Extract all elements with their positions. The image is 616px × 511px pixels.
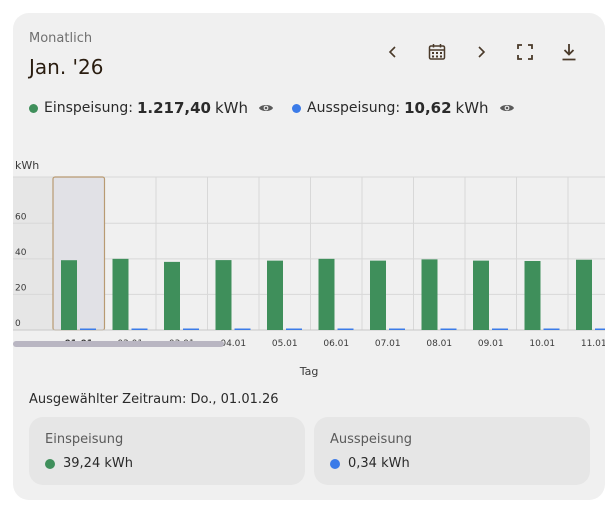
x-tick-label: 05.01 [272,339,298,349]
bar-feed-in [473,260,489,330]
toolbar [371,38,591,66]
eye-icon[interactable] [499,102,515,114]
y-tick-label: 60 [15,212,27,222]
y-tick-label: 40 [15,248,27,258]
summary-feed-in-value: 39,24 kWh [63,456,133,471]
bar-chart-svg[interactable]: kWh020406001.0102.0103.0104.0105.0106.01… [13,145,605,350]
bar-feed-out [440,328,457,330]
x-tick-label: 10.01 [529,339,555,349]
period-label: Monatlich [29,31,93,46]
legend-feed-out-label: Ausspeisung: [307,100,401,116]
summary-feed-out-value-row: 0,34 kWh [330,456,410,471]
bar-feed-in [61,260,77,330]
x-tick-label: 08.01 [426,339,452,349]
summary-feed-in: Einspeisung 39,24 kWh [29,417,305,485]
bar-feed-in [370,260,386,330]
bar-feed-in [318,258,335,330]
y-axis-band [13,177,53,330]
horizontal-scrollbar[interactable] [13,341,224,347]
y-tick-label: 20 [15,283,27,293]
bar-feed-in [112,258,129,330]
x-tick-label: 04.01 [220,339,246,349]
summary-feed-out-title: Ausspeisung [330,432,413,447]
period-title: Jan. '26 [29,55,104,79]
x-tick-label: 06.01 [323,339,349,349]
x-axis-title: Tag [299,365,319,378]
feed-out-dot [330,458,340,469]
bar-feed-out [337,328,354,330]
summary-feed-out: Ausspeisung 0,34 kWh [314,417,590,485]
summary-feed-in-title: Einspeisung [45,432,124,447]
bar-feed-out [80,328,96,330]
bar-feed-out [131,328,148,330]
download-icon[interactable] [547,38,591,66]
bar-feed-out [543,328,560,330]
bar-feed-in [215,260,232,330]
calendar-icon[interactable] [415,38,459,66]
y-axis-label: kWh [15,159,39,172]
x-tick-label: 11.01 [581,339,605,349]
bar-chart[interactable]: kWh020406001.0102.0103.0104.0105.0106.01… [13,145,605,350]
legend-feed-in-unit: kWh [214,99,248,117]
x-tick-label: 07.01 [375,339,401,349]
bar-feed-out [389,328,405,330]
summary-feed-out-value: 0,34 kWh [348,456,410,471]
bar-feed-in [524,260,541,330]
eye-icon[interactable] [258,102,274,114]
fullscreen-icon[interactable] [503,38,547,66]
chart-legend: Einspeisung: 1.217,40 kWh Ausspeisung: 1… [29,99,533,117]
legend-feed-out-unit: kWh [455,99,489,117]
bar-feed-out [286,328,302,330]
selected-range: Ausgewählter Zeitraum: Do., 01.01.26 [29,392,279,407]
bar-feed-in [164,261,180,330]
feed-out-dot [292,103,301,113]
selected-column-highlight [52,176,106,331]
summary-feed-in-value-row: 39,24 kWh [45,456,133,471]
bar-feed-in [576,259,592,330]
bar-feed-out [183,328,199,330]
legend-feed-in: Einspeisung: 1.217,40 kWh [29,99,274,117]
feed-in-dot [29,103,38,113]
legend-feed-in-value: 1.217,40 [136,99,211,117]
bar-feed-out [234,328,251,330]
bar-feed-out [492,328,508,330]
legend-feed-in-label: Einspeisung: [44,100,133,116]
chevron-left-icon[interactable] [371,38,415,66]
bar-feed-out [595,328,605,330]
bar-feed-in [421,259,438,330]
monthly-chart-card: Monatlich Jan. '26 [13,13,605,500]
x-tick-label: 09.01 [478,339,504,349]
chevron-right-icon[interactable] [459,38,503,66]
feed-in-dot [45,458,55,469]
legend-feed-out: Ausspeisung: 10,62 kWh [292,99,515,117]
legend-feed-out-value: 10,62 [404,99,452,117]
bar-feed-in [267,260,283,330]
y-tick-label: 0 [15,319,21,329]
